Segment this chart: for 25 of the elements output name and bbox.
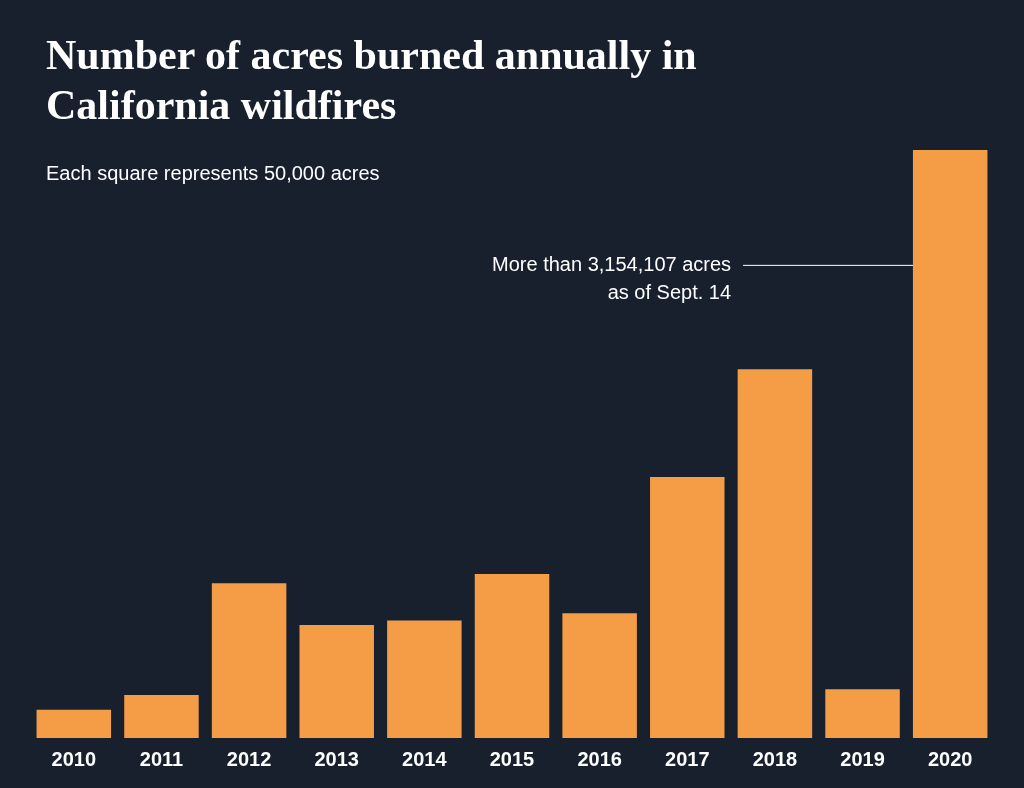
chart-title: Number of acres burned annually in California wildfires — [46, 31, 698, 130]
x-tick-label: 2012 — [226, 747, 272, 770]
x-tick-label: 2017 — [665, 747, 710, 770]
x-tick-label: 2011 — [139, 747, 184, 770]
x-tick-label: 2016 — [577, 747, 622, 770]
bar — [650, 476, 725, 738]
bar — [36, 709, 112, 738]
bar — [737, 369, 813, 738]
x-tick-label: 2010 — [51, 747, 97, 770]
bar — [912, 150, 988, 738]
bar — [211, 583, 287, 738]
annotation: More than 3,154,107 acres as of Sept. 14 — [492, 252, 732, 303]
x-tick-label: 2018 — [752, 747, 798, 770]
x-tick-label: 2013 — [314, 747, 359, 770]
bar — [825, 689, 900, 738]
x-tick-label: 2014 — [402, 747, 448, 770]
x-tick-label: 2019 — [840, 747, 885, 770]
bar — [562, 613, 637, 738]
bar — [299, 625, 374, 738]
bar — [387, 620, 462, 738]
x-tick-label: 2020 — [927, 747, 973, 770]
bar — [474, 573, 550, 738]
bar — [124, 695, 199, 738]
x-tick-label: 2015 — [489, 747, 535, 770]
text: Each square represents 50,000 acres — [46, 162, 380, 185]
